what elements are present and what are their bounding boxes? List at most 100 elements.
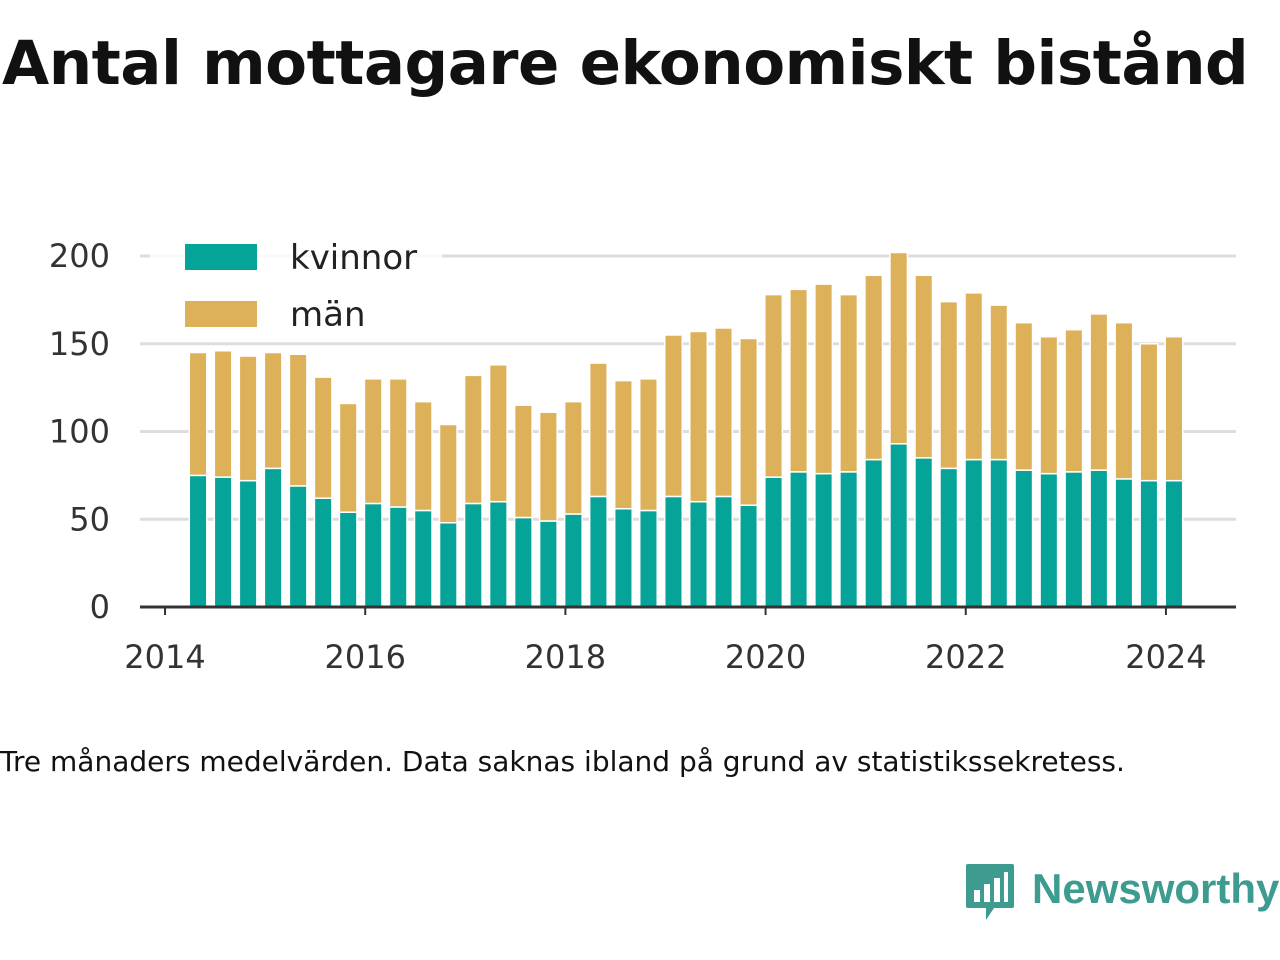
axes: 0 50 100 150 200 2014 2016 2018 2020 2022 2024 [49,237,1236,676]
bar-man [413,400,433,512]
bar-kvinnor [238,479,258,608]
bar-man [989,304,1009,461]
bar-man [663,334,683,498]
bar-kvinnor [313,497,333,608]
stacked-bar-chart: 0 50 100 150 200 2014 2016 2018 2020 2022 2024 kvi… [48,230,1236,676]
bar-kvinnor [964,458,984,608]
bar-kvinnor [563,513,583,608]
bar-kvinnor [488,500,508,608]
bar-kvinnor [864,458,884,608]
y-tick-label: 150 [49,325,110,363]
bar-kvinnor [1014,469,1034,608]
bar-man [1014,321,1034,471]
bar-kvinnor [188,474,208,608]
bar-man [839,293,859,473]
bar-man [864,274,884,461]
y-tick-label: 100 [49,413,110,451]
bar-man [388,378,408,508]
bar-man [363,378,383,505]
footnote: Tre månaders medelvärden. Data saknas ib… [0,745,1125,778]
x-tick-label: 2024 [1125,638,1206,676]
x-tick-label: 2014 [124,638,205,676]
bar-man [714,327,734,498]
bar-man [739,337,759,506]
bar-kvinnor [989,458,1009,608]
bar-man [488,364,508,503]
bar-man [764,293,784,478]
bar-kvinnor [538,520,558,608]
bar-man [889,251,909,445]
bar-man [538,411,558,522]
bar-man [939,300,959,470]
bar-man [613,379,633,510]
bar-kvinnor [213,476,233,608]
bar-man [188,351,208,477]
bar-kvinnor [463,502,483,608]
bar-man [313,376,333,499]
bar-man [689,330,709,503]
bar-kvinnor [263,467,283,608]
y-tick-label: 50 [69,500,110,538]
bar-man [814,283,834,475]
bar-kvinnor [1089,469,1109,608]
chart-title: Antal mottagare ekonomiskt bistånd [2,28,1249,99]
bar-kvinnor [939,467,959,608]
bar-man [563,400,583,515]
bar-man [588,362,608,498]
x-tick-label: 2022 [925,638,1006,676]
bar-kvinnor [388,506,408,608]
bar-kvinnor [513,516,533,608]
y-tick-label: 200 [49,237,110,275]
bar-man [288,353,308,487]
bar-kvinnor [338,511,358,608]
bar-man [263,351,283,470]
bar-kvinnor [638,509,658,608]
bar-man [238,355,258,482]
legend: kvinnor män [150,230,442,342]
y-tick-label: 0 [90,588,110,626]
bar-man [463,374,483,505]
bar-man [1089,313,1109,471]
bar-kvinnor [1114,478,1134,608]
bar-kvinnor [663,495,683,608]
bar-kvinnor [714,495,734,608]
legend-label: män [290,295,366,335]
x-tick-label: 2016 [324,638,405,676]
bar-man [638,378,658,512]
bar-chart-speech-bubble-icon [966,864,1014,920]
bar-kvinnor [839,471,859,608]
bar-man [513,404,533,519]
bar-kvinnor [288,485,308,608]
bar-man [914,274,934,459]
bar-kvinnor [764,476,784,608]
legend-swatch [185,244,257,270]
bar-man [338,402,358,513]
bar-man [964,292,984,461]
bar-kvinnor [689,500,709,608]
bar-man [1164,335,1184,482]
x-tick-label: 2020 [725,638,806,676]
bar-kvinnor [1064,471,1084,608]
bar-kvinnor [739,504,759,608]
bar-man [438,423,458,524]
bar-kvinnor [613,507,633,608]
bar-kvinnor [1139,479,1159,608]
bar-kvinnor [914,457,934,608]
legend-label: kvinnor [290,238,417,278]
bar-kvinnor [413,509,433,608]
bar-kvinnor [588,495,608,608]
x-tick-label: 2018 [525,638,606,676]
bar-man [1039,335,1059,475]
bar-man [1114,321,1134,480]
bar-man [213,350,233,478]
bar-kvinnor [889,443,909,608]
legend-swatch [185,301,257,327]
bar-kvinnor [1164,479,1184,608]
bar-kvinnor [814,472,834,608]
bar-kvinnor [1039,472,1059,608]
bar-man [1064,328,1084,473]
bar-man [1139,343,1159,482]
bar-man [789,288,809,473]
brand-name: Newsworthy [1032,865,1280,912]
bar-kvinnor [438,522,458,608]
